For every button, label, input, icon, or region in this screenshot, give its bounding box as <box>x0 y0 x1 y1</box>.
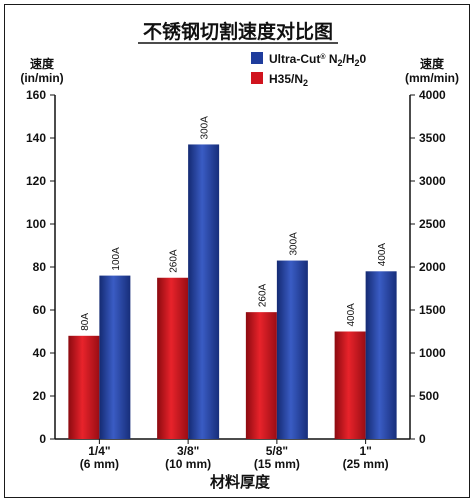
y-left-tick-label: 20 <box>33 389 47 403</box>
y-axis-right-label-line1: 速度 <box>420 56 445 71</box>
x-tick-sublabel: (10 mm) <box>165 457 211 471</box>
bar <box>157 277 189 439</box>
bar <box>99 275 131 439</box>
bar-data-label: 400A <box>346 303 357 327</box>
y-axis-left-label-line2: (in/min) <box>20 71 63 85</box>
legend-entry-part: Ultra-Cut <box>269 52 320 66</box>
legend-entry-part: 2 <box>303 78 308 88</box>
bar-data-label: 300A <box>200 116 211 140</box>
y-right-tick-label: 3500 <box>419 131 446 145</box>
y-right-tick-label: 1500 <box>419 303 446 317</box>
y-right-tick-label: 2000 <box>419 260 446 274</box>
y-axis-left-label-line1: 速度 <box>30 56 55 71</box>
bar-data-label: 80A <box>80 313 91 331</box>
bar <box>245 312 277 439</box>
legend-entry-part: /H <box>343 52 355 66</box>
legend-entry-part: 2 <box>338 58 343 68</box>
y-left-tick-label: 160 <box>26 88 46 102</box>
bar <box>334 331 366 439</box>
bar <box>68 335 100 439</box>
bar-data-label: 300A <box>288 232 299 256</box>
y-right-tick-label: 3000 <box>419 174 446 188</box>
legend-entry: H35/N2 <box>269 72 308 88</box>
y-left-tick-label: 100 <box>26 217 46 231</box>
legend-entry-part: H35/N <box>269 72 303 86</box>
x-tick-sublabel: (6 mm) <box>80 457 119 471</box>
x-tick-sublabel: (25 mm) <box>343 457 389 471</box>
bar <box>365 271 397 439</box>
y-right-tick-label: 0 <box>419 432 426 446</box>
y-left-tick-label: 120 <box>26 174 46 188</box>
legend-swatch <box>251 52 263 64</box>
bar-data-label: 260A <box>169 249 180 273</box>
legend-entry-part: ® <box>320 53 326 61</box>
bar <box>188 144 220 439</box>
bar-data-label: 260A <box>257 283 268 307</box>
y-axis-right-label-line2: (mm/min) <box>405 71 459 85</box>
legend-entry-part: 2 <box>355 58 360 68</box>
legend-entry-part: N <box>326 52 338 66</box>
legend-swatch <box>251 72 263 84</box>
y-right-tick-label: 4000 <box>419 88 446 102</box>
y-left-tick-label: 80 <box>33 260 47 274</box>
y-left-tick-label: 140 <box>26 131 46 145</box>
bar-data-label: 400A <box>377 243 388 267</box>
y-right-tick-label: 500 <box>419 389 439 403</box>
bar <box>276 260 308 439</box>
x-tick-label: 5/8" <box>266 444 288 458</box>
x-tick-label: 1/4" <box>88 444 110 458</box>
legend-entry-part: 0 <box>360 52 367 66</box>
y-left-tick-label: 40 <box>33 346 47 360</box>
y-right-tick-label: 1000 <box>419 346 446 360</box>
x-tick-label: 1" <box>359 444 371 458</box>
x-tick-sublabel: (15 mm) <box>254 457 300 471</box>
bar-data-label: 100A <box>111 247 122 271</box>
y-left-tick-label: 60 <box>33 303 47 317</box>
x-tick-label: 3/8" <box>177 444 199 458</box>
y-right-tick-label: 2500 <box>419 217 446 231</box>
legend-entry: Ultra-Cut® N2/H20 <box>269 52 367 68</box>
y-left-tick-label: 0 <box>39 432 46 446</box>
chart-title: 不锈钢切割速度对比图 <box>143 20 333 43</box>
x-axis-label: 材料厚度 <box>210 473 271 491</box>
